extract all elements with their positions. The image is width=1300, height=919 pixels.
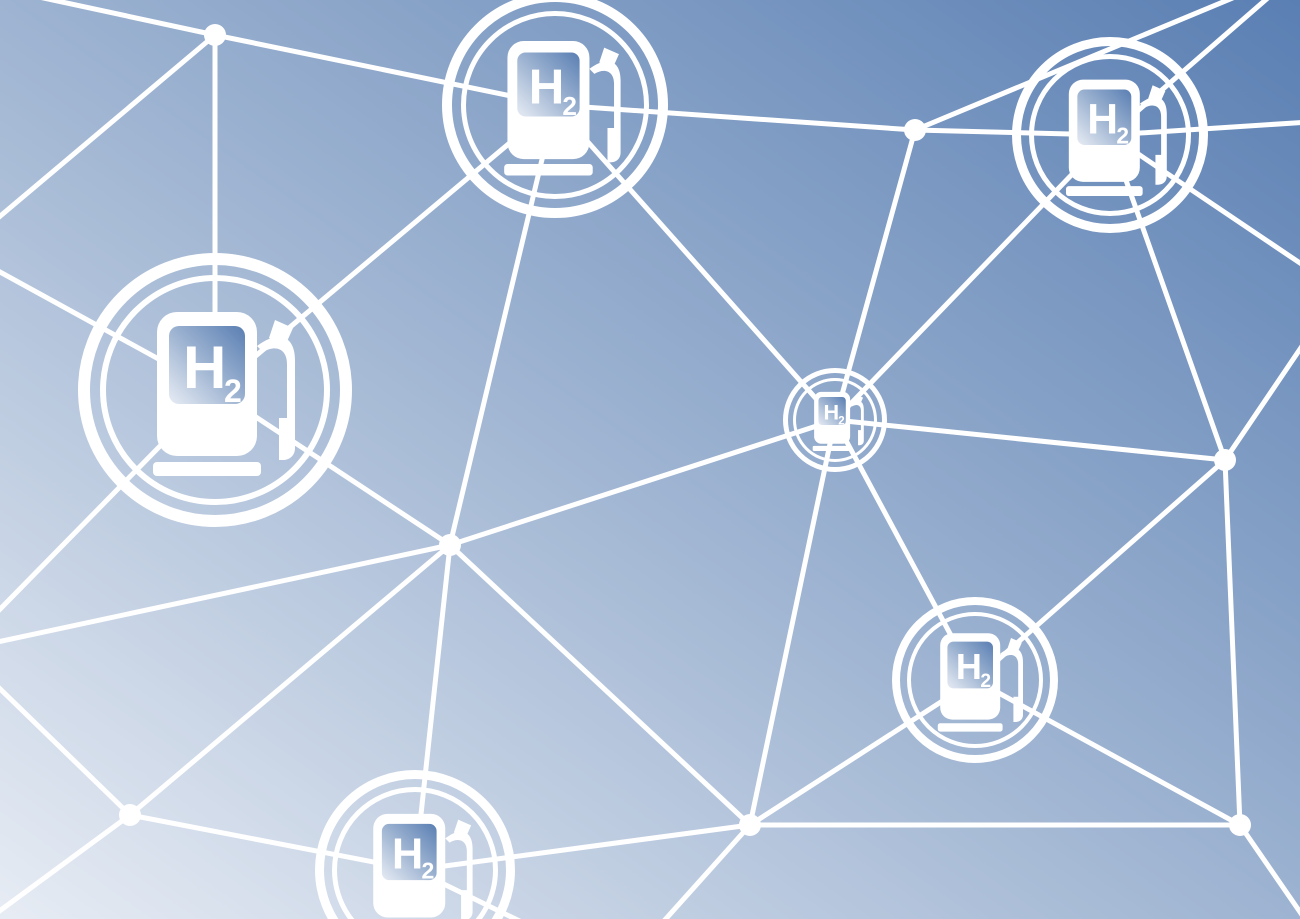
pump-label-h: H [183,334,226,401]
pump-label-h: H [392,831,423,879]
pump-label-h: H [529,59,565,114]
pump-label-sub: 2 [421,858,434,884]
network-dot [439,534,461,556]
hydrogen-network-diagram: H2H2H2H2H2H2 [0,0,1300,919]
network-dot [119,804,141,826]
pump-label-sub: 2 [562,91,577,121]
pump-label-sub: 2 [224,373,242,409]
pump-label-h: H [823,399,839,424]
network-svg: H2H2H2H2H2H2 [0,0,1300,919]
network-dot [739,814,761,836]
pump-label-h: H [956,646,982,687]
network-dot [204,24,226,46]
network-dot [1229,814,1251,836]
pump-label-sub: 2 [838,415,844,427]
network-dot [904,119,926,141]
pump-label-sub: 2 [1116,123,1129,149]
pump-label-h: H [1087,96,1118,144]
pump-label-sub: 2 [980,671,991,692]
network-dot [1214,449,1236,471]
